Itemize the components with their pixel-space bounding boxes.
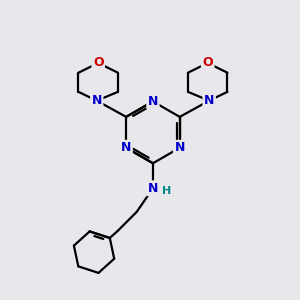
Text: N: N bbox=[148, 182, 158, 195]
Text: O: O bbox=[93, 56, 104, 70]
Text: N: N bbox=[92, 94, 102, 107]
Text: N: N bbox=[121, 141, 131, 154]
Text: N: N bbox=[175, 141, 185, 154]
Text: N: N bbox=[148, 95, 158, 108]
Text: N: N bbox=[204, 94, 214, 107]
Text: H: H bbox=[162, 186, 171, 196]
Text: O: O bbox=[202, 56, 213, 70]
